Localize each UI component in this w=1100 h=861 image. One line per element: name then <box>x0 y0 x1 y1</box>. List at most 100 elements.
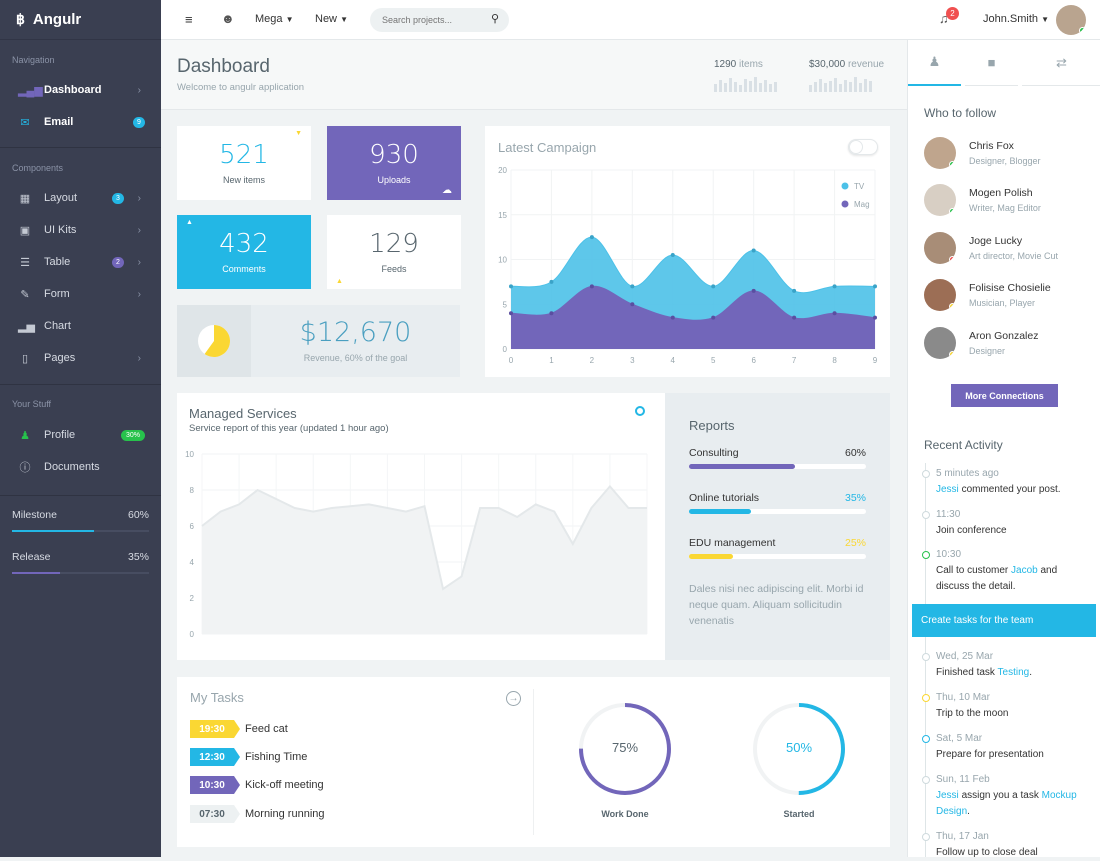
revenue-pie <box>177 305 251 377</box>
task-text: Morning running <box>245 808 325 820</box>
report-edu-management: EDU management 25% <box>689 537 866 559</box>
items-num: 1290 <box>714 59 737 70</box>
revenue-value: $12,670 <box>299 317 412 348</box>
user-menu[interactable]: John.Smith ▼ <box>983 13 1049 25</box>
follow-person[interactable]: Mogen Polish Writer, Mag Editor <box>924 184 1041 216</box>
pie-chart <box>198 325 230 357</box>
follow-person[interactable]: Folisise Chosielie Musician, Player <box>924 279 1051 311</box>
x-tick-label: 7 <box>792 356 797 365</box>
avatar[interactable] <box>1056 5 1086 35</box>
task-item[interactable]: 12:30 Fishing Time <box>190 748 307 766</box>
activity-text: . <box>967 806 970 817</box>
milestone-value: 60% <box>127 509 149 521</box>
follow-person[interactable]: Joge Lucky Art director, Movie Cut <box>924 232 1058 264</box>
data-point <box>630 302 635 307</box>
stat-uploads[interactable]: 930 Uploads ☁ <box>327 126 461 200</box>
task-text: Kick-off meeting <box>245 779 324 791</box>
tab-messages[interactable]: ■ <box>965 40 1018 86</box>
cloud-upload-icon: ☁ <box>442 185 452 196</box>
arrow-right-circle-icon[interactable]: → <box>506 691 521 706</box>
milestone-label: Milestone <box>12 509 57 521</box>
stat-comments[interactable]: 432 Comments ▲ <box>177 215 311 289</box>
revenue-stat: $30,000 revenue <box>809 59 884 70</box>
person-role: Musician, Player <box>969 298 1036 308</box>
series-line <box>201 484 647 591</box>
series-area <box>202 486 647 634</box>
recent-activity-title: Recent Activity <box>924 438 1003 452</box>
items-sparkline <box>714 76 777 92</box>
sidebar-item-label: Form <box>44 288 70 300</box>
campaign-toggle[interactable] <box>848 139 878 155</box>
help-circle-icon: ⓘ <box>19 462 31 474</box>
sidebar-item-email[interactable]: ✉ Email 9 <box>0 107 161 137</box>
brand[interactable]: ฿ Angulr <box>0 0 161 40</box>
activity-link[interactable]: Mockup Design <box>936 790 1077 817</box>
chart-icon: ▂▅ <box>18 320 35 333</box>
activity-link[interactable]: Jacob <box>1011 565 1038 576</box>
sidebar-item-ui-kits[interactable]: ▣ UI Kits › <box>0 215 161 245</box>
items-stat: 1290 items <box>714 59 763 70</box>
tab-exchange[interactable]: ⇄ <box>1022 40 1100 86</box>
avatar <box>924 232 956 264</box>
search-input[interactable] <box>370 8 509 32</box>
bell-icon[interactable]: ♫ <box>939 11 949 26</box>
top-header: ≡ ☻ Mega ▼ New ▼ ⚲ ♫ 2 John.Smith ▼ <box>161 0 1100 40</box>
sidebar-item-label: UI Kits <box>44 224 77 236</box>
task-text: Fishing Time <box>245 751 308 763</box>
legend-swatch <box>841 200 849 208</box>
sidebar-item-profile[interactable]: ♟ Profile 30% <box>0 420 161 450</box>
sidebar-item-documents[interactable]: ⓘ Documents <box>0 452 161 482</box>
work-done-ring <box>579 703 671 795</box>
revenue-tile[interactable]: $12,670 Revenue, 60% of the goal <box>177 305 460 377</box>
y-tick-label: 20 <box>498 166 507 175</box>
sidebar-item-chart[interactable]: ▂▅ Chart <box>0 311 161 341</box>
follow-person[interactable]: Aron Gonzalez Designer <box>924 327 1038 359</box>
more-connections-button[interactable]: More Connections <box>951 384 1058 407</box>
task-item[interactable]: 10:30 Kick-off meeting <box>190 776 324 794</box>
status-circle-icon[interactable] <box>635 406 645 416</box>
sidebar-item-form[interactable]: ✎ Form › <box>0 279 161 309</box>
chevron-right-icon: › <box>137 256 141 268</box>
chevron-right-icon: › <box>137 84 141 96</box>
report-bar <box>689 464 866 469</box>
task-item[interactable]: 07:30 Morning running <box>190 805 325 823</box>
task-time-tag: 07:30 <box>190 805 240 823</box>
activity-highlight[interactable]: Create tasks for the team <box>912 604 1096 637</box>
caret-down-icon: ▼ <box>285 15 294 24</box>
user-outline-icon[interactable]: ☻ <box>221 11 235 26</box>
sidebar-item-pages[interactable]: ▯ Pages › <box>0 343 161 373</box>
menu-toggle-icon[interactable]: ≡ <box>185 12 193 27</box>
sidebar-item-dashboard[interactable]: ▂▄▆ Dashboard › <box>0 75 161 105</box>
sidebar-item-label: Layout <box>44 192 78 204</box>
activity-link[interactable]: Testing <box>997 667 1030 678</box>
tab-users[interactable]: ♟ <box>908 40 961 86</box>
activity-link[interactable]: Jessi <box>936 790 959 801</box>
x-tick-label: 1 <box>549 356 554 365</box>
search-icon[interactable]: ⚲ <box>491 13 500 25</box>
avatar <box>924 327 956 359</box>
briefcase-icon: ▣ <box>19 224 31 237</box>
divider <box>0 495 161 496</box>
task-item[interactable]: 19:30 Feed cat <box>190 720 288 738</box>
sidebar-item-table[interactable]: ☰ Table 2 › <box>0 247 161 277</box>
mega-menu[interactable]: Mega ▼ <box>255 13 294 25</box>
new-menu[interactable]: New ▼ <box>315 13 348 25</box>
report-label: Online tutorials <box>689 492 760 504</box>
tasks-title: My Tasks <box>190 690 244 705</box>
activity-item: 11:30 Join conference <box>936 507 1007 539</box>
y-tick-label: 5 <box>503 300 508 309</box>
profile-badge: 30% <box>121 429 145 441</box>
data-point <box>832 284 837 289</box>
managed-subtitle: Service report of this year (updated 1 h… <box>189 423 389 434</box>
chevron-right-icon: › <box>137 288 141 300</box>
activity-link[interactable]: Jessi <box>936 484 959 495</box>
section-navigation: Navigation <box>12 55 55 65</box>
person-role: Writer, Mag Editor <box>969 203 1041 213</box>
divider <box>0 147 161 148</box>
sidebar-item-layout[interactable]: ▦ Layout 3 › <box>0 183 161 213</box>
follow-person[interactable]: Chris Fox Designer, Blogger <box>924 137 1041 169</box>
y-tick-label: 10 <box>498 256 507 265</box>
ring-progress <box>579 703 671 795</box>
stat-new-items[interactable]: 521 New items ▼ <box>177 126 311 200</box>
stat-feeds[interactable]: 129 Feeds ▲ <box>327 215 461 289</box>
